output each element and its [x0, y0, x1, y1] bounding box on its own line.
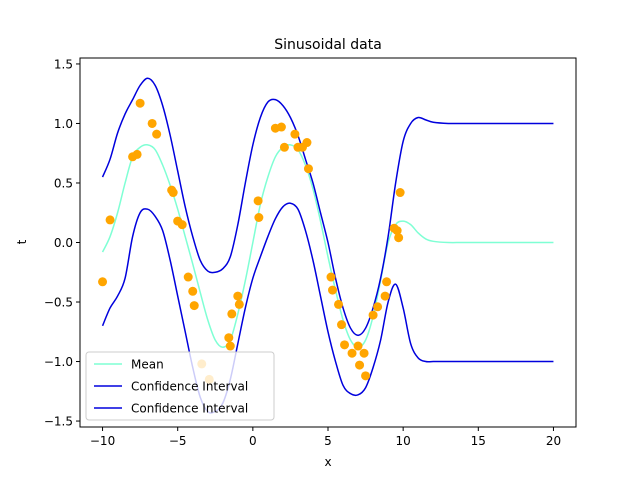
x-tick-label: 20 [546, 434, 561, 448]
data-point [253, 196, 263, 206]
y-tick-label: −1.5 [44, 415, 73, 429]
data-point [189, 301, 199, 311]
data-point [368, 310, 378, 320]
x-tick-label: 5 [324, 434, 332, 448]
x-tick-label: 0 [249, 434, 257, 448]
data-point [188, 286, 198, 296]
data-point [326, 272, 336, 282]
x-axis-label: x [324, 455, 331, 469]
data-point [347, 348, 357, 358]
y-tick-label: 0.5 [54, 176, 73, 190]
data-point [225, 341, 235, 351]
data-point [394, 233, 404, 243]
legend: Mean Confidence Interval Confidence Inte… [85, 351, 275, 421]
data-point [334, 299, 344, 309]
legend-label-upper-ci: Confidence Interval [131, 380, 248, 394]
y-tick-label: 1.5 [54, 57, 73, 71]
data-point [234, 299, 244, 309]
y-tick-label: −1.0 [44, 355, 73, 369]
data-point [392, 226, 402, 236]
legend-label-lower-ci: Confidence Interval [131, 402, 248, 416]
legend-label-mean: Mean [131, 358, 164, 372]
data-point [355, 360, 365, 370]
data-point [302, 138, 312, 148]
data-point [303, 164, 313, 174]
y-tick-label: −0.5 [44, 296, 73, 310]
data-point [279, 142, 289, 152]
x-tick-label: −5 [169, 434, 187, 448]
data-point [254, 213, 264, 223]
data-point [98, 277, 108, 287]
y-tick-label: 1.0 [54, 117, 73, 131]
data-point [353, 341, 363, 351]
data-point [340, 340, 350, 350]
data-point [177, 220, 187, 230]
confidence-upper-line [101, 77, 554, 337]
data-point [276, 122, 286, 132]
data-point [147, 118, 157, 128]
data-point [361, 371, 371, 381]
y-tick-label: 0.0 [54, 236, 73, 250]
legend-frame [85, 351, 275, 421]
chart-title: Sinusoidal data [274, 37, 382, 53]
data-point [132, 149, 142, 159]
data-point [183, 272, 193, 282]
data-point [359, 348, 369, 358]
data-point [395, 188, 405, 198]
data-point [227, 309, 237, 319]
data-point [328, 285, 338, 295]
data-point [152, 129, 162, 139]
data-point [382, 277, 392, 287]
y-axis-label: t [15, 239, 29, 244]
data-point [168, 188, 178, 198]
plot-area [98, 77, 554, 414]
data-point [233, 291, 243, 301]
data-point [135, 98, 145, 108]
data-point [373, 302, 383, 312]
x-tick-label: 15 [471, 434, 486, 448]
data-point [337, 320, 347, 330]
data-point [105, 215, 115, 225]
data-point [290, 129, 300, 139]
data-point [224, 333, 234, 343]
x-tick-label: −10 [90, 434, 115, 448]
x-tick-label: 10 [396, 434, 411, 448]
y-axis: −1.5 −1.0 −0.5 0.0 0.5 1.0 1.5 [44, 57, 80, 429]
data-point [380, 291, 390, 301]
x-axis: −10 −5 0 5 10 15 20 [90, 427, 561, 448]
confidence-lower-line [101, 202, 554, 414]
